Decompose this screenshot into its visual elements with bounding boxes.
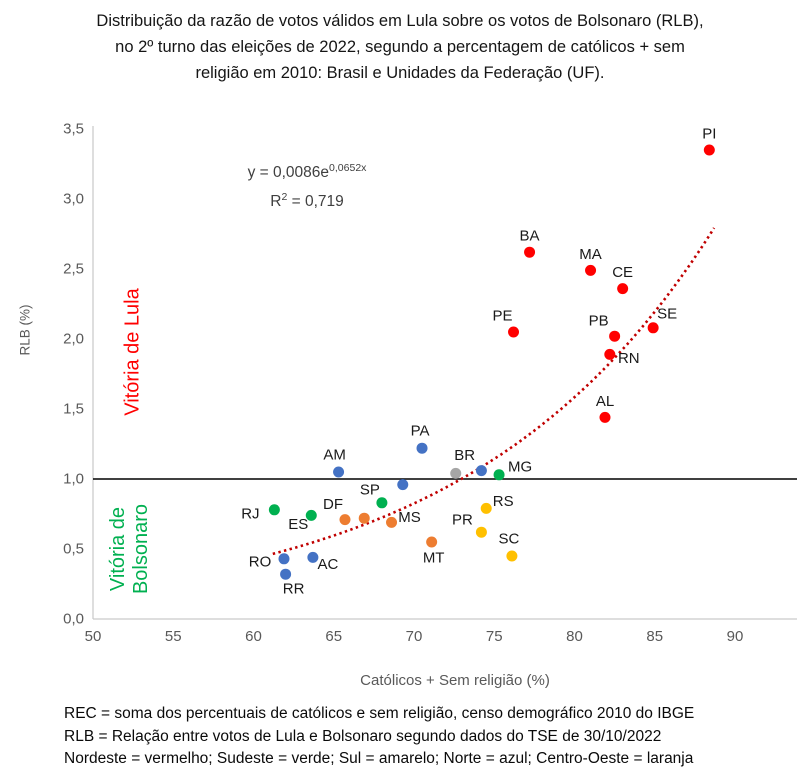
data-point-PA-norte bbox=[416, 442, 428, 454]
x-tick-label: 90 bbox=[727, 628, 744, 645]
data-point-label: CE bbox=[612, 264, 633, 281]
y-tick-label: 2,0 bbox=[63, 331, 84, 348]
data-point-RN-nordeste bbox=[604, 348, 616, 360]
data-point-label: MA bbox=[579, 246, 602, 263]
data-point-unlabeled-norte bbox=[475, 465, 487, 477]
data-point-label: MG bbox=[508, 458, 532, 475]
y-tick-label: 1,0 bbox=[63, 471, 84, 488]
data-point-label: SP bbox=[360, 481, 380, 498]
x-tick-label: 80 bbox=[566, 628, 583, 645]
data-point-label: MT bbox=[423, 550, 445, 567]
data-point-label: PE bbox=[493, 308, 513, 325]
data-point-RJ-sudeste bbox=[268, 504, 280, 516]
y-tick-label: 0,0 bbox=[63, 611, 84, 628]
chart-title-line-3: religião em 2010: Brasil e Unidades da F… bbox=[195, 64, 605, 82]
annotation-victory-bolsonaro: Vitória de Bolsonaro bbox=[107, 504, 153, 594]
data-point-PB-nordeste bbox=[609, 330, 621, 342]
chart-title-line-2: no 2º turno das eleições de 2022, segund… bbox=[115, 38, 685, 56]
data-point-label: RR bbox=[283, 581, 305, 598]
data-point-MG-sudeste bbox=[493, 469, 505, 481]
data-point-AC-norte bbox=[307, 551, 319, 563]
data-point-BR-brasil bbox=[450, 467, 462, 479]
x-tick-label: 65 bbox=[325, 628, 342, 645]
y-tick-label: 1,5 bbox=[63, 401, 84, 418]
y-tick-label: 2,5 bbox=[63, 261, 84, 278]
x-tick-label: 50 bbox=[85, 628, 102, 645]
data-point-label: SE bbox=[657, 305, 677, 322]
x-tick-label: 70 bbox=[406, 628, 423, 645]
x-tick-label: 85 bbox=[646, 628, 663, 645]
data-point-SP-sudeste bbox=[376, 497, 388, 509]
data-point-AM-norte bbox=[333, 466, 345, 478]
annotation-victory-lula: Vitória de Lula bbox=[121, 288, 144, 416]
data-point-label: AC bbox=[317, 556, 338, 573]
data-point-label: RO bbox=[249, 553, 272, 570]
y-tick-label: 3,0 bbox=[63, 191, 84, 208]
data-point-CE-nordeste bbox=[617, 283, 629, 295]
data-point-label: MS bbox=[398, 509, 421, 526]
x-tick-label: 55 bbox=[165, 628, 182, 645]
data-point-RR-norte bbox=[280, 568, 292, 580]
data-point-label: RS bbox=[493, 493, 514, 510]
footer-note-rec: REC = soma dos percentuais de católicos … bbox=[64, 705, 695, 722]
equation-line: y = 0,0086e0,0652x bbox=[247, 162, 367, 182]
data-point-label: DF bbox=[323, 496, 343, 513]
data-point-label: BA bbox=[520, 228, 540, 245]
data-point-MS-centro-oeste bbox=[386, 516, 398, 528]
data-point-RO-norte bbox=[278, 553, 290, 565]
data-point-unlabeled-norte bbox=[397, 479, 409, 491]
data-point-AL-nordeste bbox=[599, 411, 611, 423]
data-point-label: AL bbox=[596, 393, 614, 410]
chart-title: Distribuição da razão de votos válidos e… bbox=[0, 8, 800, 86]
data-point-label: PA bbox=[411, 423, 430, 440]
trendline-equation: y = 0,0086e0,0652x R2 = 0,719 bbox=[248, 156, 367, 214]
footer-note-region-colors: Nordeste = vermelho; Sudeste = verde; Su… bbox=[64, 750, 694, 767]
data-point-PR-sul bbox=[475, 526, 487, 538]
data-point-label: PI bbox=[702, 126, 716, 143]
data-point-label: SC bbox=[498, 531, 519, 548]
data-point-DF-centro-oeste bbox=[339, 514, 351, 526]
x-axis-title: Católicos + Sem religião (%) bbox=[360, 672, 550, 689]
data-point-SC-sul bbox=[506, 550, 518, 562]
data-point-label: RN bbox=[618, 350, 640, 367]
scatter-plot: 0,0 0,5 1,0 1,5 2,0 2,5 3,0 3,5 50 55 60 65 70 75 80 85… bbox=[63, 121, 797, 645]
x-tick-label: 60 bbox=[245, 628, 262, 645]
data-point-RS-sul bbox=[480, 502, 492, 514]
annotation-victory-bolsonaro-line-1: Vitória de bbox=[107, 506, 129, 592]
data-point-label: PR bbox=[452, 512, 473, 529]
r-squared-line: R2 = 0,719 bbox=[270, 191, 344, 211]
data-point-label: RJ bbox=[241, 505, 259, 522]
footer-note-rlb: RLB = Relação entre votos de Lula e Bols… bbox=[64, 727, 662, 745]
data-point-PE-nordeste bbox=[508, 326, 520, 338]
data-point-PI-nordeste bbox=[703, 144, 715, 156]
data-point-ES-sudeste bbox=[305, 509, 317, 521]
data-point-label: ES bbox=[288, 516, 308, 533]
y-tick-label: 3,5 bbox=[63, 121, 84, 138]
data-point-MA-nordeste bbox=[585, 264, 597, 276]
trend-line bbox=[272, 227, 716, 556]
chart-title-line-1: Distribuição da razão de votos válidos e… bbox=[96, 12, 704, 30]
y-axis-title: RLB (%) bbox=[17, 304, 33, 356]
annotation-victory-bolsonaro-line-2: Bolsonaro bbox=[130, 503, 152, 595]
y-tick-label: 0,5 bbox=[63, 541, 84, 558]
data-point-label: BR bbox=[454, 447, 475, 464]
data-point-SE-nordeste bbox=[647, 322, 659, 334]
data-point-MT-centro-oeste bbox=[426, 536, 438, 548]
data-point-BA-nordeste bbox=[524, 246, 536, 258]
footer-notes: REC = soma dos percentuais de católicos … bbox=[64, 703, 784, 771]
data-point-label: AM bbox=[323, 447, 346, 464]
data-point-unlabeled-centro-oeste bbox=[358, 512, 370, 524]
data-point-label: PB bbox=[589, 313, 609, 330]
x-tick-label: 75 bbox=[486, 628, 503, 645]
